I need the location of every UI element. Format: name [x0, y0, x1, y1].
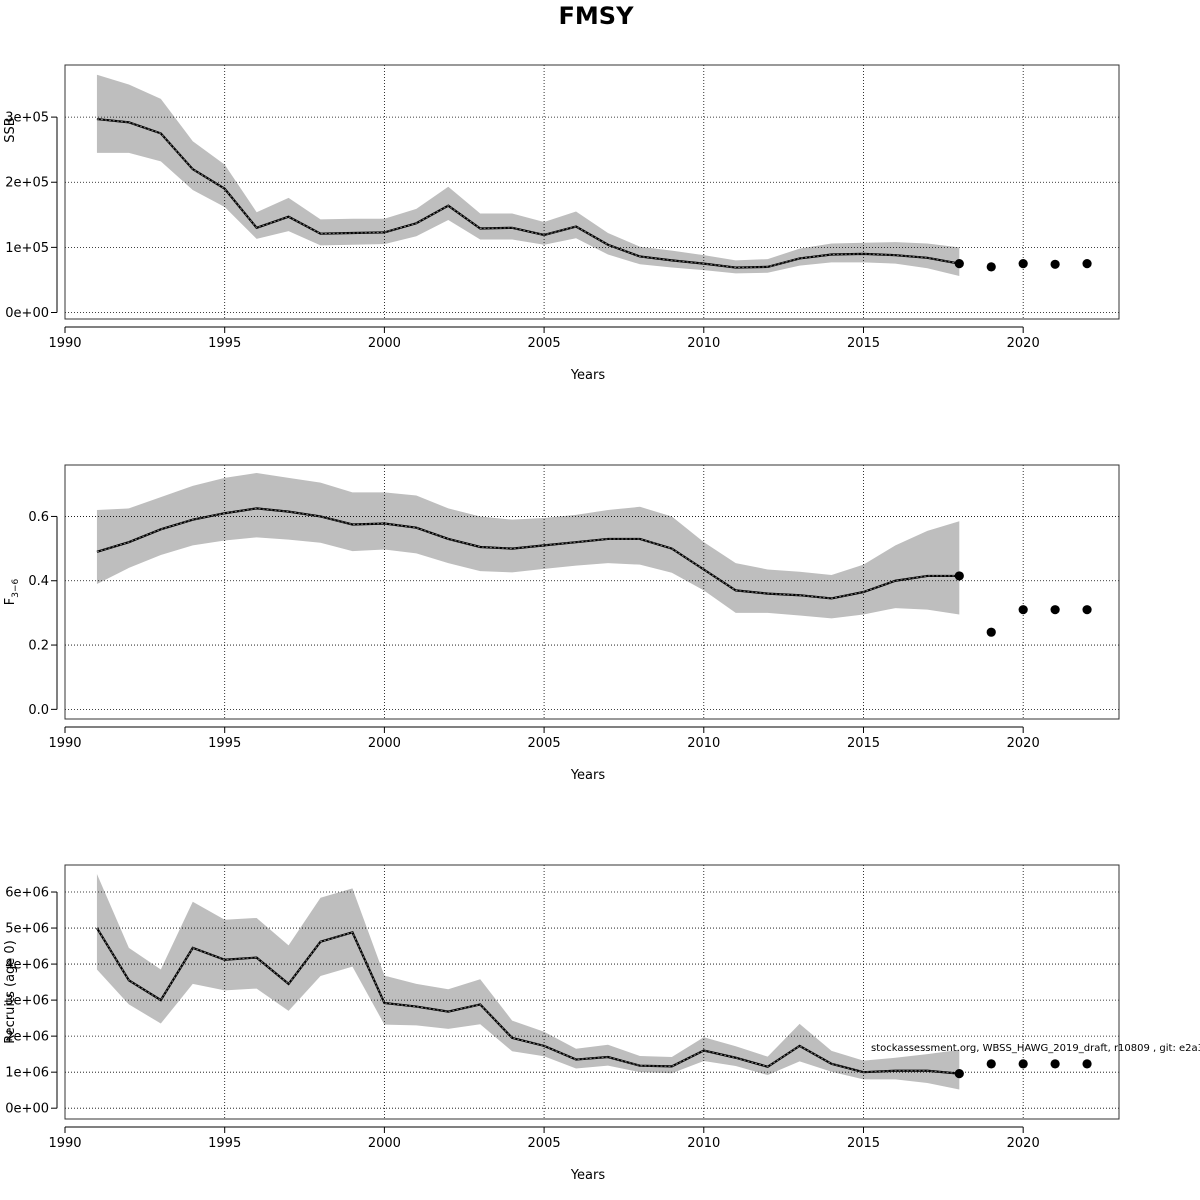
- forecast-point: [954, 1069, 964, 1079]
- forecast-point: [1018, 1059, 1028, 1069]
- forecast-point: [1082, 1059, 1092, 1069]
- x-tick-label: 2000: [368, 336, 401, 351]
- y-tick-label: 1e+06: [5, 1066, 49, 1081]
- confidence-band: [96, 874, 960, 1090]
- plot-frame: [64, 464, 1120, 720]
- x-tick-label: 1990: [48, 1136, 81, 1151]
- x-tick-label: 2020: [1007, 736, 1040, 751]
- y-tick-label: 1e+05: [5, 241, 49, 256]
- y-tick-label: 5e+06: [5, 922, 49, 937]
- plot-frame: [64, 64, 1120, 320]
- forecast-point: [1082, 605, 1092, 615]
- forecast-point: [1050, 605, 1060, 615]
- figure-title: FMSY: [559, 2, 635, 30]
- y-tick-label: 0e+00: [5, 1102, 49, 1117]
- x-tick-label: 2000: [368, 1136, 401, 1151]
- estimate-line-dots: [96, 507, 960, 599]
- y-axis-label: Recruits (age 0): [3, 940, 18, 1044]
- panel-ssb: 1990 1995 2000 2005 2010 2015 2020 Years 0e+00 1e…: [3, 64, 1120, 383]
- y-tick-label: 0.6: [28, 510, 49, 525]
- y-tick-label: 6e+06: [5, 886, 49, 901]
- x-tick-label: 2010: [687, 1136, 720, 1151]
- y-tick-label: 3e+06: [5, 994, 49, 1009]
- panel-f: 1990 1995 2000 2005 2010 2015 2020 Years 0.0 0.2 0…: [3, 464, 1120, 783]
- x-tick-label: 1990: [48, 736, 81, 751]
- footnote: stockassessment.org, WBSS_HAWG_2019_draf…: [871, 1043, 1200, 1054]
- x-axis-label: Years: [570, 768, 606, 783]
- forecast-point: [1082, 259, 1092, 269]
- y-tick-label: 0.0: [28, 703, 49, 718]
- x-tick-label: 1995: [208, 736, 241, 751]
- x-tick-label: 2020: [1007, 1136, 1040, 1151]
- y-tick-label: 3e+05: [5, 111, 49, 126]
- forecast-point: [1018, 259, 1028, 269]
- estimate-line-dots: [96, 118, 960, 269]
- x-tick-label: 2005: [528, 1136, 561, 1151]
- y-tick-label: 2e+06: [5, 1030, 49, 1045]
- x-tick-label: 2015: [847, 736, 880, 751]
- plot-frame: [64, 864, 1120, 1120]
- estimate-line-dots: [96, 927, 960, 1075]
- x-tick-label: 1995: [208, 336, 241, 351]
- forecast-point: [954, 259, 964, 269]
- x-tick-label: 2015: [847, 1136, 880, 1151]
- confidence-band: [96, 74, 960, 277]
- forecast-point: [1050, 1059, 1060, 1069]
- y-axis-label-subscript: 3−6: [11, 578, 21, 597]
- x-tick-label: 1995: [208, 1136, 241, 1151]
- y-tick-label: 0e+00: [5, 306, 49, 321]
- x-tick-label: 2005: [528, 336, 561, 351]
- y-axis-label: SSB: [3, 117, 18, 142]
- y-tick-label: 2e+05: [5, 176, 49, 191]
- forecast-point: [986, 627, 996, 637]
- y-tick-label: 4e+06: [5, 958, 49, 973]
- forecast-point: [954, 571, 964, 581]
- x-tick-label: 2005: [528, 736, 561, 751]
- x-axis-label: Years: [570, 1168, 606, 1183]
- forecast-point: [986, 1059, 996, 1069]
- confidence-band: [96, 473, 960, 619]
- forecast-point: [1018, 605, 1028, 615]
- forecast-point: [986, 262, 996, 272]
- x-tick-label: 2015: [847, 336, 880, 351]
- y-tick-label: 0.2: [28, 639, 49, 654]
- x-tick-label: 1990: [48, 336, 81, 351]
- y-tick-label: 0.4: [28, 574, 49, 589]
- x-tick-label: 2020: [1007, 336, 1040, 351]
- x-axis-label: Years: [570, 368, 606, 383]
- forecast-point: [1050, 259, 1060, 269]
- panel-recruits: 1990 1995 2000 2005 2010 2015 2020 Years 0e+00 1e…: [3, 864, 1120, 1183]
- x-tick-label: 2000: [368, 736, 401, 751]
- x-tick-label: 2010: [687, 736, 720, 751]
- x-tick-label: 2010: [687, 336, 720, 351]
